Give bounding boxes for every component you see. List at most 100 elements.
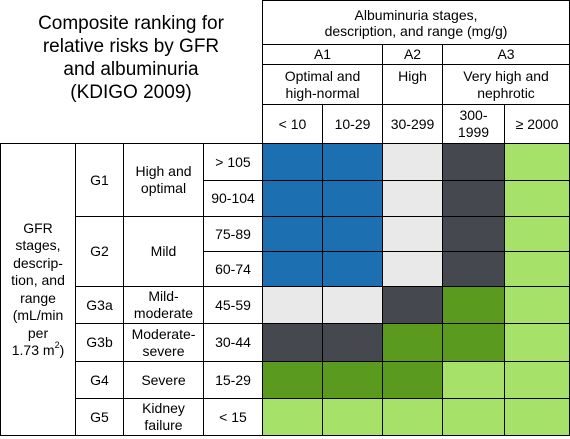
range-g3b: 30-44: [203, 323, 263, 362]
risk-cell: [442, 216, 505, 252]
stage-g1: G1: [75, 143, 124, 217]
risk-cell: [262, 143, 323, 181]
desc-a3: Very high and nephrotic: [441, 64, 570, 105]
gfr-label-line: tion, and: [11, 272, 65, 288]
range-a2: 30-299: [382, 104, 443, 144]
albuminuria-header: Albuminuria stages, description, and ran…: [261, 0, 570, 45]
desc-g3b-line: Moderate-: [131, 325, 196, 342]
desc-g4: Severe: [123, 361, 204, 399]
range-g5: < 15: [203, 398, 263, 436]
range-a3-low-line: 300-: [459, 107, 488, 123]
range-a1-high: 10-29: [322, 104, 383, 144]
desc-a2: High: [382, 64, 443, 105]
albuminuria-header-line: Albuminuria stages,: [354, 6, 478, 23]
risk-cell: [442, 323, 505, 362]
risk-cell: [322, 143, 383, 181]
gfr-label-line: descrip-: [13, 254, 63, 271]
stage-g3b: G3b: [75, 323, 124, 362]
desc-g3a: Mild- moderate: [123, 286, 204, 324]
risk-cell: [322, 323, 383, 362]
risk-cell: [322, 180, 383, 217]
risk-cell: [442, 286, 505, 324]
gfr-label-line: stages,: [15, 237, 61, 253]
risk-cell: [503, 180, 570, 217]
stage-a1: A1: [262, 44, 383, 65]
risk-cell: [322, 251, 383, 287]
range-g3a: 45-59: [203, 286, 263, 324]
risk-cell: [442, 143, 505, 181]
gfr-label-line: (mL/min: [12, 307, 64, 323]
desc-a1: Optimal and high-normal: [262, 64, 383, 105]
risk-cell: [382, 361, 443, 399]
risk-cell: [503, 216, 570, 252]
desc-g3a-line: Mild-: [148, 288, 179, 304]
gfr-label-close: ): [59, 342, 65, 358]
risk-cell: [262, 216, 323, 252]
title-line: relative risks by GFR: [42, 36, 220, 57]
risk-cell: [442, 361, 505, 399]
risk-cell: [503, 323, 570, 362]
risk-cell: [382, 143, 443, 181]
gfr-label-line: per: [27, 324, 49, 341]
stage-g2: G2: [75, 216, 124, 287]
stage-g4: G4: [75, 361, 124, 399]
range-g4: 15-29: [203, 361, 263, 399]
risk-cell: [382, 216, 443, 252]
stage-a2: A2: [382, 44, 443, 65]
desc-a1-line: high-normal: [285, 84, 360, 101]
risk-cell: [442, 251, 505, 287]
risk-cell: [322, 398, 383, 436]
risk-cell: [262, 251, 323, 287]
risk-cell: [503, 361, 570, 399]
risk-cell: [503, 286, 570, 324]
desc-g3a-line: moderate: [133, 305, 194, 321]
risk-cell: [442, 180, 505, 217]
risk-cell: [382, 398, 443, 436]
desc-g3b-line: severe: [142, 342, 185, 359]
gfr-axis-label: GFR stages, descrip- tion, and range (mL…: [0, 143, 76, 436]
title-line: (KDIGO 2009): [70, 82, 192, 103]
chart-title: Composite ranking for relative risks by …: [0, 12, 262, 104]
desc-g1-line: High and: [135, 163, 192, 179]
risk-cell: [322, 361, 383, 399]
range-a3-high: ≥ 2000: [503, 104, 570, 144]
risk-cell: [262, 323, 323, 362]
risk-cell: [262, 398, 323, 436]
gfr-label-unit: 1.73 m: [11, 342, 55, 358]
title-line: and albuminuria: [63, 59, 199, 80]
risk-cell: [503, 251, 570, 287]
risk-cell: [382, 286, 443, 324]
stage-g5: G5: [75, 398, 124, 436]
desc-g5: Kidney failure: [123, 398, 204, 436]
risk-cell: [503, 143, 570, 181]
desc-g5-line: Kidney: [142, 400, 185, 416]
risk-cell: [382, 251, 443, 287]
desc-g2: Mild: [123, 216, 204, 287]
risk-cell: [503, 398, 570, 436]
title-line: Composite ranking for: [38, 13, 224, 34]
range-g1-high: > 105: [203, 143, 263, 181]
albuminuria-header-line: description, and range (mg/g): [324, 22, 508, 39]
range-a3-low: 300- 1999: [442, 104, 505, 144]
desc-a3-line: Very high and: [463, 67, 549, 84]
desc-a1-line: Optimal and: [284, 67, 361, 84]
desc-g1: High and optimal: [123, 143, 204, 217]
range-g1-low: 90-104: [203, 180, 263, 217]
gfr-label-superscript: 2: [54, 340, 60, 351]
range-a1-low: < 10: [262, 104, 323, 144]
risk-cell: [382, 323, 443, 362]
desc-g5-line: failure: [144, 417, 183, 433]
range-a3-low-line: 1999: [457, 124, 490, 140]
desc-a3-line: nephrotic: [477, 84, 535, 101]
stage-g3a: G3a: [75, 286, 124, 324]
gfr-label-line: range: [20, 289, 56, 306]
risk-cell: [382, 180, 443, 217]
gfr-label-line: 1.73 m2): [2, 340, 75, 360]
desc-g3b: Moderate- severe: [123, 323, 204, 362]
range-g2-low: 60-74: [203, 251, 263, 287]
risk-cell: [322, 286, 383, 324]
risk-cell: [262, 361, 323, 399]
title-area: [1, 1, 263, 144]
